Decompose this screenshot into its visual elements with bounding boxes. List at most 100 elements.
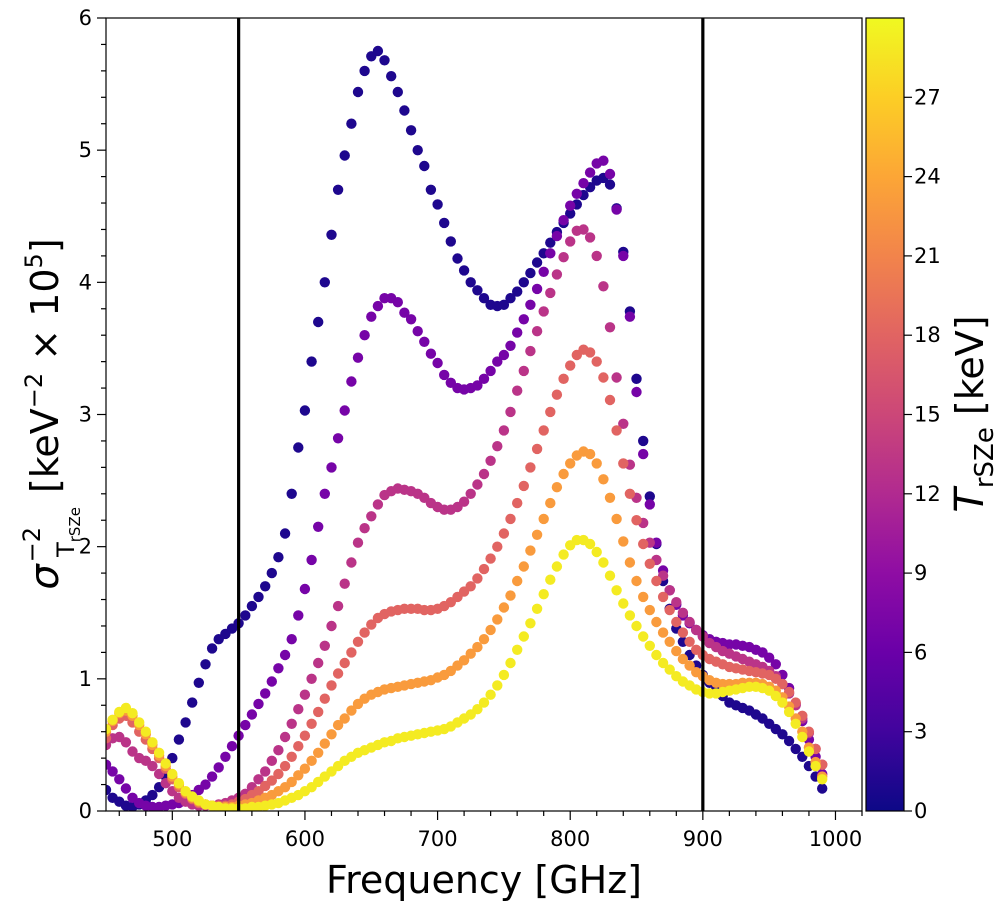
data-point — [306, 673, 317, 684]
data-point — [472, 380, 483, 391]
data-point — [531, 257, 543, 268]
data-point — [531, 283, 543, 295]
data-point — [359, 523, 370, 534]
data-point — [279, 760, 291, 772]
data-point — [498, 299, 510, 310]
data-point — [518, 631, 529, 642]
data-point — [346, 118, 357, 129]
data-point — [498, 669, 510, 681]
data-point — [492, 441, 503, 452]
data-point — [764, 652, 775, 663]
data-point — [419, 160, 430, 172]
data-point — [313, 521, 324, 532]
data-point — [134, 717, 145, 728]
data-point — [147, 760, 158, 772]
data-point — [518, 480, 529, 492]
data-point — [624, 488, 636, 499]
data-point — [611, 513, 622, 525]
x-tick-label: 800 — [550, 827, 590, 851]
data-point — [366, 311, 377, 322]
colorbar-title: TrSZe [keV] — [947, 315, 996, 512]
data-point — [286, 718, 297, 729]
data-point — [518, 277, 529, 288]
data-point — [319, 738, 330, 749]
y-axis-title: σ−2 TrSZe[keV−2 × 105] — [18, 238, 84, 589]
data-point — [545, 248, 556, 259]
data-point — [598, 372, 609, 383]
data-point — [584, 347, 596, 358]
data-point — [644, 491, 655, 502]
data-point — [260, 766, 271, 777]
data-point — [551, 389, 563, 400]
data-point — [591, 356, 602, 367]
data-point — [240, 719, 251, 731]
data-point — [611, 585, 622, 596]
y-tick-label: 1 — [79, 667, 92, 691]
data-point — [352, 636, 364, 647]
data-point — [538, 425, 549, 436]
data-point — [810, 760, 821, 772]
data-point — [273, 552, 284, 563]
data-point — [591, 458, 602, 469]
data-point — [611, 372, 622, 383]
data-point — [777, 678, 788, 690]
data-point — [458, 265, 470, 276]
data-point — [525, 267, 536, 279]
data-point — [253, 698, 264, 710]
data-point — [598, 557, 609, 568]
data-point — [106, 723, 112, 735]
data-point — [339, 578, 350, 589]
data-point — [260, 688, 271, 699]
data-point — [777, 697, 788, 708]
data-point — [598, 281, 609, 292]
data-point — [319, 277, 330, 288]
y-title-sigma: σ — [22, 563, 68, 590]
data-point — [565, 236, 576, 247]
y-title-units-sup2: 5 — [20, 253, 48, 268]
data-point — [313, 747, 324, 758]
data-point — [531, 529, 543, 540]
y-tick-label: 6 — [79, 6, 92, 30]
data-point — [505, 293, 516, 304]
data-point — [518, 314, 529, 325]
y-axis-ticks: 0 1 2 3 4 5 6 — [79, 6, 106, 823]
data-point — [505, 406, 516, 418]
data-point — [206, 643, 218, 654]
data-point — [372, 45, 384, 57]
data-point — [631, 373, 642, 384]
data-point — [551, 230, 563, 242]
cbar-title-letter: T — [947, 485, 993, 513]
data-point — [624, 557, 636, 568]
data-point — [153, 747, 165, 758]
data-point — [505, 513, 516, 525]
colorbar-tick-label: 24 — [914, 165, 941, 189]
data-point — [260, 581, 271, 592]
data-point — [578, 224, 589, 235]
data-point — [319, 640, 330, 651]
data-point — [638, 591, 649, 603]
data-point — [644, 558, 655, 569]
plot-area — [106, 18, 862, 811]
data-point — [432, 357, 443, 369]
y-title-units-sup: −2 — [20, 373, 48, 408]
data-point — [279, 528, 291, 539]
data-point — [293, 442, 304, 453]
data-point — [306, 554, 317, 566]
data-point — [783, 735, 795, 747]
data-point — [326, 462, 337, 473]
data-point — [478, 293, 490, 304]
series-7kev — [106, 155, 828, 811]
data-point — [419, 336, 430, 347]
y-tick-label: 0 — [79, 799, 92, 823]
data-point — [512, 644, 523, 655]
data-point — [604, 179, 616, 190]
data-point — [604, 570, 616, 581]
data-point — [498, 425, 510, 436]
data-point — [558, 373, 569, 384]
data-point — [127, 746, 138, 757]
data-point — [545, 237, 556, 248]
data-point — [465, 648, 476, 659]
x-tick-label: 700 — [418, 827, 458, 851]
x-tick-label: 1000 — [809, 827, 862, 851]
data-point — [631, 620, 642, 632]
